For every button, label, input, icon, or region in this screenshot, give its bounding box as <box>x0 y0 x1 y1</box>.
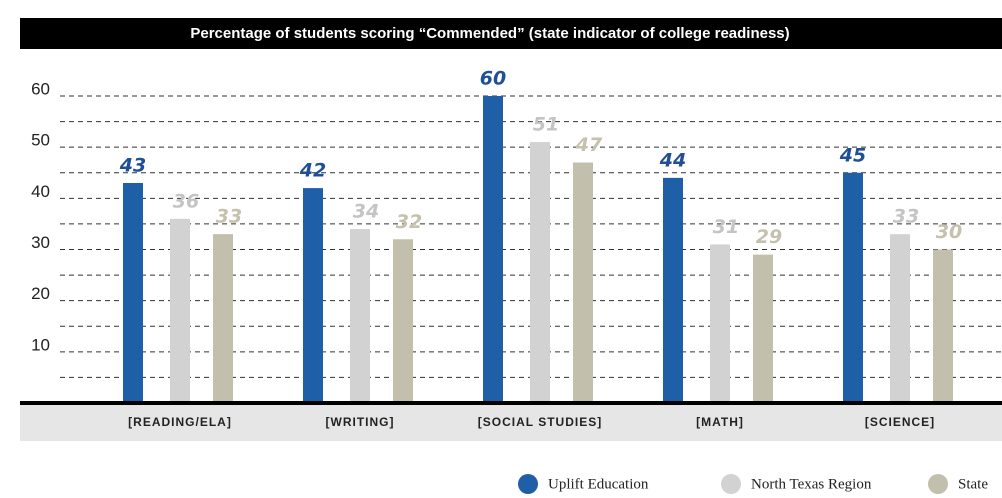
x-tick-label: [READING/ELA] <box>128 415 232 429</box>
legend-swatch <box>721 474 741 494</box>
data-label: 60 <box>480 68 506 90</box>
y-tick-label: 50 <box>31 131 50 150</box>
bar <box>573 162 593 403</box>
legend-swatch <box>928 474 948 494</box>
data-label: 42 <box>299 160 326 182</box>
y-tick-label: 30 <box>31 233 50 252</box>
y-tick-label: 10 <box>31 335 50 354</box>
title-bar <box>20 18 1002 49</box>
bar <box>663 177 683 403</box>
legend-label: Uplift Education <box>548 476 649 492</box>
bar <box>303 188 323 403</box>
bar <box>710 244 730 403</box>
y-tick-label: 20 <box>31 284 50 303</box>
bar <box>933 249 953 403</box>
y-tick-label: 60 <box>31 79 50 98</box>
x-tick-label: [MATH] <box>696 415 744 429</box>
data-label: 51 <box>533 114 559 136</box>
y-tick-label: 40 <box>31 182 50 201</box>
legend-swatch <box>518 474 538 494</box>
data-label: 30 <box>936 221 962 243</box>
x-tick-label: [WRITING] <box>326 415 395 429</box>
x-tick-label: [SCIENCE] <box>865 415 935 429</box>
bar <box>170 218 190 403</box>
data-label: 32 <box>396 211 422 233</box>
bar <box>350 229 370 403</box>
data-label: 45 <box>839 144 866 166</box>
chart-title: Percentage of students scoring “Commende… <box>190 25 789 42</box>
data-label: 44 <box>659 149 686 171</box>
category-band <box>20 405 1002 441</box>
data-label: 33 <box>893 206 919 228</box>
bar <box>393 239 413 403</box>
bar <box>530 142 550 404</box>
data-label: 47 <box>575 134 603 156</box>
bar <box>890 234 910 403</box>
data-label: 33 <box>216 206 242 228</box>
data-label: 36 <box>173 190 199 212</box>
legend-label: State <box>958 476 988 492</box>
legend-label: North Texas Region <box>751 476 872 492</box>
bar <box>753 254 773 403</box>
data-label: 29 <box>756 226 782 248</box>
x-tick-label: [SOCIAL STUDIES] <box>478 415 602 429</box>
data-label: 31 <box>713 216 739 238</box>
data-label: 34 <box>353 201 379 223</box>
bar <box>843 172 863 403</box>
bar <box>213 234 233 403</box>
data-label: 43 <box>119 154 146 176</box>
bar <box>483 96 503 403</box>
bar <box>123 182 143 403</box>
